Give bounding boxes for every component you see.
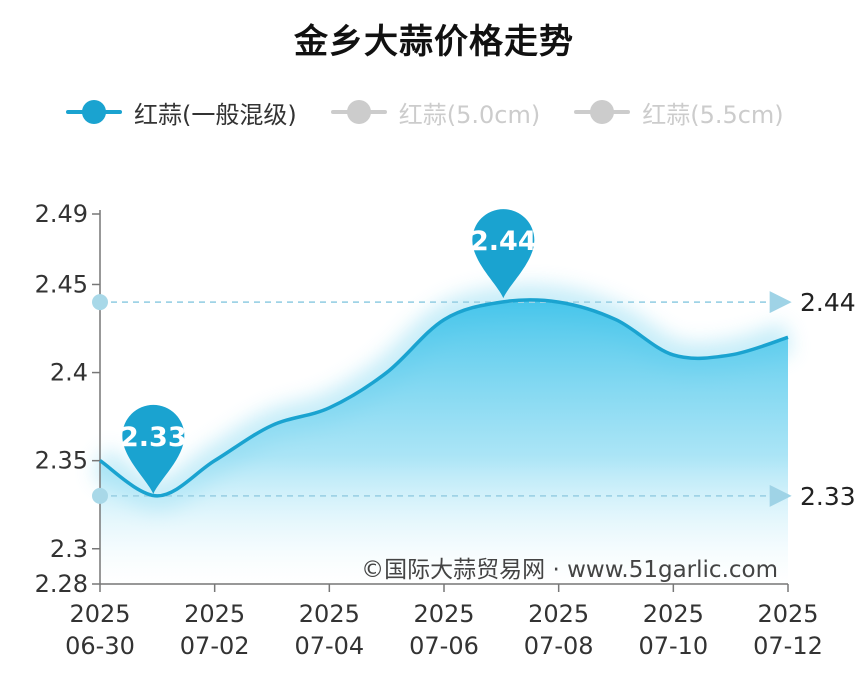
legend: 红蒜(一般混级) 红蒜(5.0cm) 红蒜(5.5cm) [66,92,818,132]
legend-marker-icon [574,98,631,126]
legend-marker-icon [330,98,387,126]
y-tick-label: 2.3 [50,535,88,563]
y-tick-label: 2.4 [50,359,88,387]
max-pin [472,209,535,299]
min-pin-label: 2.33 [120,422,187,453]
x-tick-label-year: 2025 [184,600,245,628]
x-tick-label-date: 07-08 [524,632,594,660]
markline-max-start-dot [92,294,108,311]
x-tick-label-year: 2025 [69,600,130,628]
min-pin [122,404,185,494]
x-tick-label-year: 2025 [299,600,360,628]
legend-label: 红蒜(一般混级) [134,100,297,129]
markline-min-start-dot [92,487,108,504]
legend-item-series-2[interactable]: 红蒜(5.5cm) [574,95,784,130]
x-tick-label-date: 07-02 [180,632,250,660]
area-fill [100,299,788,584]
legend-label: 红蒜(5.0cm) [398,100,541,129]
series-line [99,298,789,498]
x-tick-label-date: 07-10 [638,632,708,660]
max-pin-label: 2.44 [470,226,537,257]
x-tick-label-year: 2025 [528,600,589,628]
legend-item-series-0[interactable]: 红蒜(一般混级) [66,95,297,130]
y-tick-label: 2.45 [35,270,88,298]
markline-min-label: 2.33 [800,482,856,511]
x-tick-label-year: 2025 [757,600,818,628]
x-tick-label-year: 2025 [643,600,704,628]
y-tick-label: 2.49 [35,200,88,228]
watermark-text: ©国际大蒜贸易网 · www.51garlic.com [361,557,778,583]
x-tick-label-year: 2025 [413,600,474,628]
y-tick-label: 2.35 [35,447,88,475]
x-tick-label-date: 07-04 [294,632,364,660]
chart-title: 金乡大蒜价格走势 [294,22,574,62]
markline-max-label: 2.44 [800,288,856,317]
x-tick-label-date: 06-30 [65,632,135,660]
x-tick-label-date: 07-06 [409,632,479,660]
legend-item-series-1[interactable]: 红蒜(5.0cm) [330,95,541,130]
legend-marker-icon [66,98,122,126]
x-tick-label-date: 07-12 [753,632,823,660]
legend-label: 红蒜(5.5cm) [642,100,784,129]
y-tick-label: 2.28 [35,570,88,598]
